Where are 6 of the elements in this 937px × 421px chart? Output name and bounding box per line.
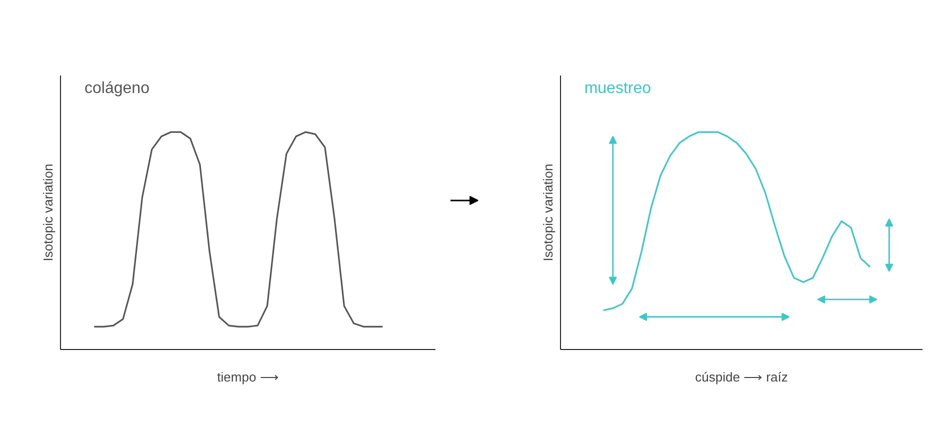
y-axis-title: Isotopic variation [540,164,556,262]
x-axis-title: cúspide ⟶ raíz [695,370,788,384]
chart-title: muestreo [584,80,652,98]
x-axis-title: tiempo ⟶ [217,370,279,384]
chart-title: colágeno [84,80,150,98]
y-axis-title: Isotopic variation [40,164,56,262]
